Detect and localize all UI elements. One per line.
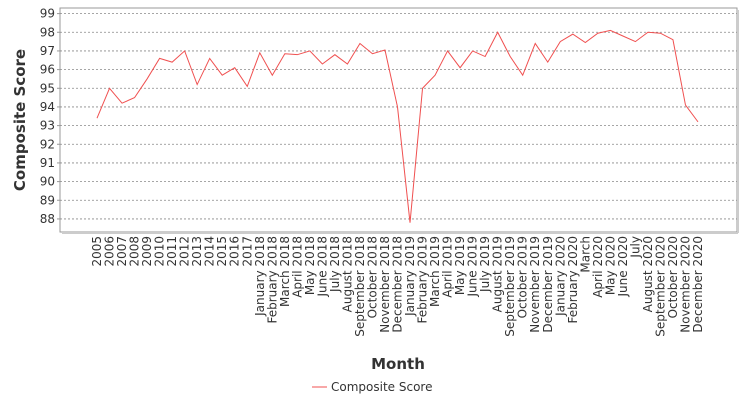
x-tick-label: April 2018 [290, 236, 304, 298]
x-tick-label: November 2020 [678, 236, 692, 333]
y-tick-label: 92 [40, 137, 55, 151]
y-tick-label: 98 [40, 25, 55, 39]
x-tick-label: January 2019 [403, 236, 417, 317]
x-tick-label: 2010 [153, 236, 167, 267]
x-tick-label: October 2018 [365, 236, 379, 318]
x-tick-label: February 2018 [265, 236, 279, 324]
x-tick-label: August 2020 [641, 236, 655, 312]
x-tick-label: 2006 [103, 236, 117, 267]
x-tick-label: June 2020 [616, 236, 630, 298]
y-axis-title: Composite Score [11, 49, 29, 191]
y-tick-label: 96 [40, 63, 55, 77]
x-tick-label: October 2020 [666, 236, 680, 318]
y-tick-label: 94 [40, 100, 55, 114]
y-tick-label: 99 [40, 7, 55, 21]
x-tick-label: 2009 [140, 236, 154, 267]
x-tick-label: May 2018 [303, 236, 317, 295]
x-tick-label: February 2020 [566, 236, 580, 324]
x-tick-label: March 2018 [278, 236, 292, 307]
x-tick-label: September 2018 [353, 236, 367, 337]
x-tick-label: September 2020 [653, 236, 667, 337]
x-tick-label: June 2018 [315, 236, 329, 298]
x-tick-label: 2011 [165, 236, 179, 267]
x-tick-label: 2005 [90, 236, 104, 267]
x-tick-label: 2008 [128, 236, 142, 267]
x-tick-label: November 2018 [378, 236, 392, 333]
x-tick-label: January 2020 [553, 236, 567, 317]
x-tick-label: May 2019 [453, 236, 467, 295]
x-tick-label: 2014 [203, 236, 217, 267]
y-tick-label: 95 [40, 81, 55, 95]
x-tick-label: October 2019 [516, 236, 530, 318]
y-tick-label: 89 [40, 193, 55, 207]
x-tick-label: September 2019 [503, 236, 517, 337]
x-tick-label: July 2018 [328, 236, 342, 293]
x-tick-label: August 2019 [491, 236, 505, 312]
x-tick-label: April 2019 [441, 236, 455, 298]
y-tick-label: 97 [40, 44, 55, 58]
x-tick-label: May 2020 [603, 236, 617, 295]
data-line [96, 29, 699, 223]
x-tick-label: June 2019 [466, 236, 480, 298]
x-tick-label: 2007 [115, 236, 129, 267]
x-tick-label: 2013 [190, 236, 204, 267]
x-tick-label: 2017 [240, 236, 254, 267]
y-tick-label: 90 [40, 175, 55, 189]
x-tick-label: December 2019 [541, 236, 555, 333]
x-tick-label: March [578, 236, 592, 273]
x-tick-label: December 2020 [691, 236, 705, 333]
y-tick-label: 93 [40, 119, 55, 133]
x-axis-title: Month [371, 355, 425, 373]
x-tick-label: 2015 [215, 236, 229, 267]
x-tick-label: February 2019 [416, 236, 430, 324]
x-tick-label: 2012 [178, 236, 192, 267]
x-tick-label: January 2018 [253, 236, 267, 317]
legend-label: Composite Score [331, 380, 432, 394]
x-tick-label: April 2020 [591, 236, 605, 298]
x-tick-label: March 2019 [428, 236, 442, 307]
x-tick-label: July 2019 [478, 236, 492, 293]
x-tick-label: 2016 [228, 236, 242, 267]
x-tick-label: August 2018 [340, 236, 354, 312]
y-tick-label: 91 [40, 156, 55, 170]
x-tick-label: July [628, 236, 642, 259]
x-tick-label: November 2019 [528, 236, 542, 333]
x-tick-label: December 2018 [391, 236, 405, 333]
y-tick-label: 88 [40, 212, 55, 226]
